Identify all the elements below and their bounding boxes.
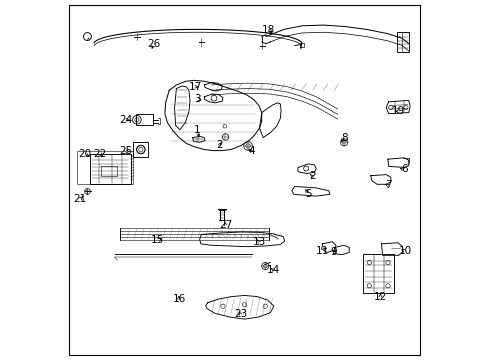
Bar	[136, 114, 153, 125]
Text: 23: 23	[234, 310, 247, 319]
Text: 26: 26	[147, 40, 161, 49]
Text: 6: 6	[400, 164, 407, 174]
Text: 3: 3	[193, 94, 200, 104]
Text: 2: 2	[216, 140, 222, 150]
Text: 11: 11	[315, 246, 328, 256]
Text: 10: 10	[398, 246, 411, 256]
Bar	[77, 151, 133, 184]
Text: 21: 21	[74, 194, 87, 204]
Bar	[101, 166, 117, 176]
Bar	[362, 254, 394, 293]
Text: 16: 16	[172, 294, 185, 304]
Text: 5: 5	[305, 189, 311, 199]
Text: 8: 8	[340, 133, 347, 143]
Text: 1: 1	[193, 125, 200, 135]
Text: 4: 4	[248, 146, 254, 156]
Text: 15: 15	[151, 235, 164, 245]
Text: 24: 24	[119, 115, 132, 125]
Text: 13: 13	[252, 237, 265, 247]
Text: 20: 20	[78, 149, 91, 159]
Text: 9: 9	[330, 247, 337, 257]
Text: 2: 2	[309, 171, 315, 181]
Text: 25: 25	[119, 146, 132, 156]
Text: 7: 7	[384, 180, 390, 190]
Text: 19: 19	[391, 106, 405, 116]
Bar	[89, 154, 131, 184]
Bar	[133, 142, 148, 157]
Text: 22: 22	[94, 149, 107, 159]
Text: 12: 12	[373, 292, 386, 302]
Text: 18: 18	[262, 25, 275, 35]
Text: 14: 14	[267, 265, 280, 275]
Text: 17: 17	[188, 82, 201, 92]
Text: 27: 27	[219, 220, 232, 230]
